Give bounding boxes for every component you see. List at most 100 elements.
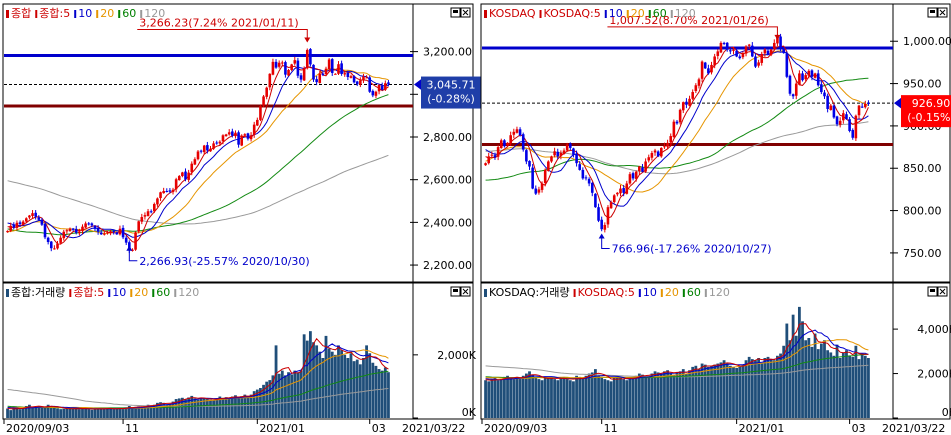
candle-body <box>703 62 707 69</box>
volume-bar <box>252 391 256 418</box>
price-legend-item: 종합 <box>11 7 31 20</box>
volume-bar <box>280 370 284 418</box>
price-pane-frame <box>2 3 474 283</box>
y-tick-label: 750.00 <box>903 247 942 260</box>
candle-body <box>206 145 209 151</box>
candle-body <box>109 231 112 233</box>
candle-body <box>669 136 673 143</box>
candle-body <box>171 189 175 193</box>
price-legend-item: 60 <box>653 7 667 20</box>
last-price-change: (-0.28%) <box>427 93 475 106</box>
volume-bar <box>46 404 50 418</box>
candle-body <box>293 60 297 64</box>
candle-body <box>290 64 293 70</box>
candle-body <box>315 79 318 83</box>
candle-body <box>68 228 72 232</box>
low-annotation-arrow <box>126 245 133 251</box>
volume-bar <box>365 345 368 418</box>
legend-swatch <box>96 10 99 18</box>
volume-bar <box>587 373 591 418</box>
volume-bar <box>106 408 109 418</box>
volume-bar <box>782 345 786 418</box>
candle-body <box>691 92 694 99</box>
volume-bar <box>62 408 66 418</box>
volume-bar <box>77 409 81 418</box>
candle-body <box>152 204 156 212</box>
candle-body <box>694 85 698 92</box>
candle-body <box>631 173 635 179</box>
x-tick-label: 2021/01 <box>739 422 785 435</box>
candle-body <box>528 160 531 167</box>
volume-bar <box>362 358 365 418</box>
candle-body <box>713 56 716 66</box>
candle-body <box>159 192 162 199</box>
candle-body <box>612 195 616 203</box>
volume-bar <box>550 378 553 418</box>
candle-body <box>53 248 56 250</box>
candle-body <box>162 190 165 194</box>
volume-ma20-line <box>485 339 869 380</box>
volume-pane-frame <box>480 282 951 420</box>
volume-bar <box>40 407 44 418</box>
candle-body <box>343 73 347 75</box>
volume-bar <box>202 398 206 418</box>
candle-body <box>156 198 159 205</box>
volume-bar <box>99 408 103 418</box>
volume-bar <box>540 380 544 418</box>
candle-body <box>816 73 820 86</box>
candle-body <box>769 49 773 55</box>
volume-bar <box>374 365 378 418</box>
candle-body <box>788 75 792 94</box>
end-date-label: 2021/03/22 <box>402 422 465 435</box>
volume-bar <box>672 374 676 418</box>
volume-bar <box>609 381 613 418</box>
legend-swatch <box>660 289 663 297</box>
volume-bar <box>87 409 91 418</box>
volume-bar <box>352 361 356 418</box>
candle-body <box>744 46 748 54</box>
last-price-value: 926.90 <box>912 97 951 110</box>
candle-body <box>318 73 322 83</box>
volume-bar <box>230 396 234 418</box>
volume-bar <box>772 360 776 418</box>
candle-body <box>296 60 300 76</box>
volume-bar <box>152 404 156 418</box>
volume-bar <box>741 364 745 418</box>
volume-bar <box>744 360 748 418</box>
volume-bar <box>584 375 588 418</box>
candle-body <box>324 68 328 75</box>
candle-body <box>487 156 491 164</box>
close-glyph <box>462 9 469 16</box>
candle-body <box>506 142 509 146</box>
candle-body <box>581 169 585 179</box>
last-price-box <box>901 95 951 128</box>
volume-bar <box>74 408 78 418</box>
candle-body <box>368 77 372 92</box>
legend-swatch <box>35 10 38 18</box>
volume-bar <box>9 410 13 418</box>
volume-bar <box>528 371 531 418</box>
candle-body <box>227 132 231 135</box>
candle-body <box>600 219 603 230</box>
volume-bar <box>813 333 817 418</box>
candle-body <box>365 77 368 79</box>
volume-bar <box>190 395 194 418</box>
volume-bar <box>43 406 47 418</box>
volume-bar <box>284 375 287 418</box>
volume-bar <box>722 360 726 418</box>
volume-bar <box>506 375 509 418</box>
volume-bar <box>606 380 610 418</box>
candle-body <box>575 154 578 164</box>
candle-body <box>729 50 732 52</box>
legend-swatch <box>604 10 607 18</box>
volume-bar <box>215 398 219 418</box>
volume-bar <box>193 398 197 418</box>
candle-body <box>387 82 390 85</box>
high-annotation-arrow <box>304 37 311 43</box>
ma5-line <box>7 65 389 245</box>
candle-body <box>299 75 303 80</box>
volume-legend-item: 20 <box>665 286 679 299</box>
volume-legend-item: 60 <box>156 286 170 299</box>
vol-tick-label: 2,000K <box>437 349 476 362</box>
candle-body <box>845 114 848 120</box>
